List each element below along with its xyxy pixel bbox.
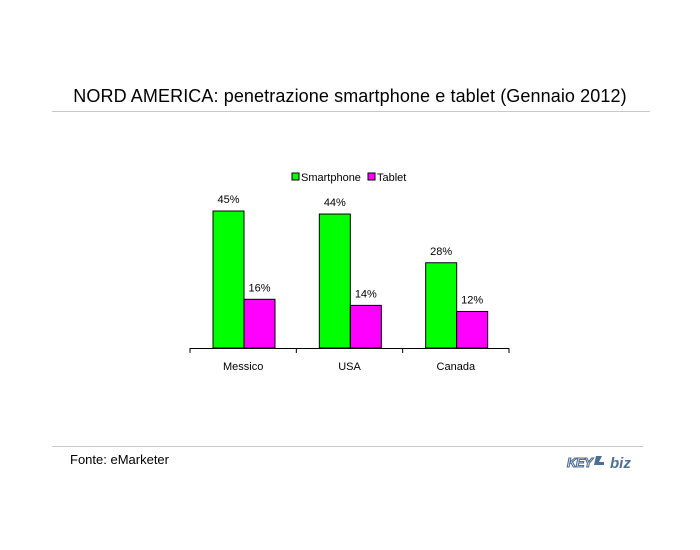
bar-tablet-messico (243, 298, 276, 349)
svg-text:biz: biz (610, 455, 631, 472)
bar-smartphone-messico (212, 210, 245, 349)
x-tick-label: Canada (437, 361, 476, 373)
x-axis: Messico USA Canada (189, 348, 510, 373)
x-tick-label: USA (338, 361, 361, 373)
legend-swatch-smartphone (291, 172, 300, 181)
source-note: Fonte: eMarketer (70, 452, 169, 467)
data-label: 28% (430, 246, 452, 258)
data-label: 16% (248, 282, 270, 294)
data-label: 14% (355, 288, 377, 300)
x-tick-label: Messico (223, 361, 263, 373)
bar-smartphone-canada (425, 262, 458, 349)
title-divider (52, 111, 650, 112)
bar-tablet-canada (456, 310, 489, 349)
bar-series (212, 210, 489, 349)
page-title: NORD AMERICA: penetrazione smartphone e … (73, 86, 627, 106)
key4biz-logo: KEY biz (566, 454, 631, 472)
data-labels: 45% 16% 44% 14% 28% 12% (217, 194, 483, 306)
data-label: 45% (217, 194, 239, 206)
legend-swatch-tablet (367, 172, 376, 181)
svg-text:KEY: KEY (567, 455, 594, 470)
legend-label-tablet: Tablet (377, 172, 406, 184)
bar-tablet-usa (349, 304, 382, 349)
data-label: 44% (324, 197, 346, 209)
bar-smartphone-usa (318, 213, 351, 349)
data-label: 12% (461, 294, 483, 306)
chart-legend: Smartphone Tablet (291, 172, 406, 184)
footer-divider (52, 446, 643, 447)
legend-label-smartphone: Smartphone (301, 172, 361, 184)
